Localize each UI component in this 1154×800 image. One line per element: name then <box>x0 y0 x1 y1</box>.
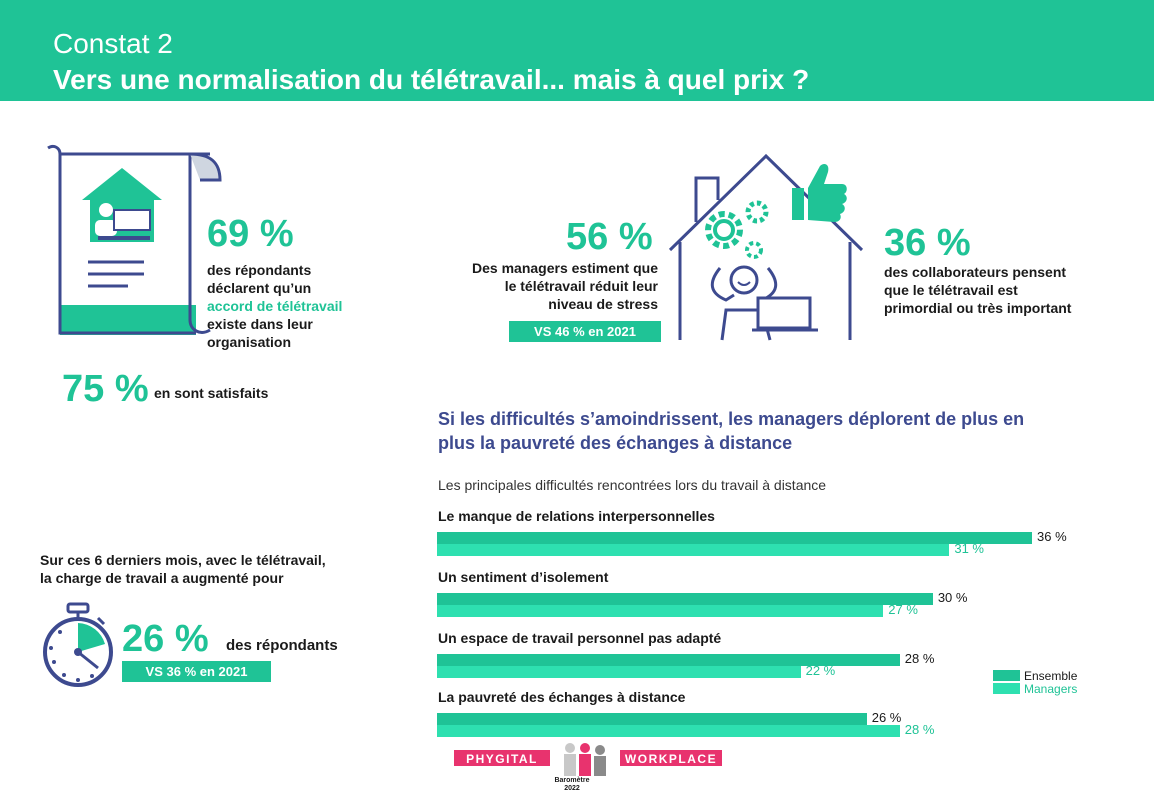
section-subtitle: Si les difficultés s’amoindrissent, les … <box>438 407 1098 455</box>
accord-line5: organisation <box>207 334 292 350</box>
data-label-managers: 22 % <box>805 663 836 678</box>
logo-left-text: PHYGITAL <box>466 752 538 766</box>
bar-ensemble <box>437 654 900 666</box>
legend-swatch-ensemble <box>993 670 1020 681</box>
accord-highlight: accord de télétravail <box>207 298 343 314</box>
workload-value: 26 % <box>122 618 209 660</box>
stress-value: 56 % <box>566 216 653 258</box>
bar-managers <box>437 544 950 556</box>
header-title: Vers une normalisation du télétravail...… <box>53 64 810 95</box>
satisfied-value: 75 % <box>62 368 149 410</box>
stress-line2: le télétravail réduit leur <box>504 278 658 294</box>
logo-right-text: WORKPLACE <box>625 752 717 766</box>
accord-line2: déclarent qu’un <box>207 280 312 296</box>
bar-managers <box>437 605 884 617</box>
bar-ensemble <box>437 713 867 725</box>
workload-text: Sur ces 6 derniers mois, avec le télétra… <box>40 551 326 587</box>
data-label-ensemble: 30 % <box>937 590 968 605</box>
chart-title: Les principales difficultés rencontrées … <box>438 477 827 493</box>
data-label-ensemble: 28 % <box>904 651 935 666</box>
stress-line1: Des managers estiment que <box>472 260 658 276</box>
bar-managers <box>437 666 801 678</box>
stress-text: Des managers estiment que le télétravail… <box>420 259 658 313</box>
bar-managers <box>437 725 900 737</box>
document-house-icon <box>47 144 222 335</box>
workload-line2: la charge de travail a augmenté pour <box>40 570 284 586</box>
data-label-ensemble: 36 % <box>1037 529 1067 544</box>
logo-line2: 2022 <box>564 785 580 792</box>
data-label-managers: 27 % <box>888 602 918 617</box>
category-label: Un sentiment d’isolement <box>438 569 609 585</box>
collab-value: 36 % <box>884 222 971 264</box>
collab-line3: primordial ou très important <box>884 300 1072 316</box>
accord-value: 69 % <box>207 213 294 255</box>
legend-label-managers: Managers <box>1024 681 1078 696</box>
bar-ensemble <box>437 532 1032 544</box>
accord-line4: existe dans leur <box>207 316 313 332</box>
legend-managers: Managers <box>993 681 1078 696</box>
house-gears-icon <box>668 153 864 341</box>
logo-line1: Baromètre <box>554 777 589 784</box>
thumbs-up-icon <box>792 164 847 222</box>
accord-line1: des répondants <box>207 262 312 278</box>
legend-label-ensemble: Ensemble <box>1024 668 1078 683</box>
bar-ensemble <box>437 593 933 605</box>
stress-line3: niveau de stress <box>548 296 658 312</box>
stress-badge: VS 46 % en 2021 <box>509 321 661 342</box>
header-kicker: Constat 2 <box>53 28 173 59</box>
header-banner: Constat 2 Vers une normalisation du télé… <box>0 0 1154 101</box>
category-label: La pauvreté des échanges à distance <box>438 689 686 705</box>
collab-line1: des collaborateurs pensent <box>884 264 1067 280</box>
legend-ensemble: Ensemble <box>993 668 1078 683</box>
data-label-ensemble: 26 % <box>871 710 902 725</box>
chart-legend: Ensemble Managers <box>993 668 1078 696</box>
workload-line1: Sur ces 6 derniers mois, avec le télétra… <box>40 552 326 568</box>
data-label-managers: 28 % <box>904 722 935 737</box>
satisfied-label: en sont satisfaits <box>154 385 269 401</box>
stopwatch-icon <box>43 602 113 687</box>
collab-line2: que le télétravail est <box>884 282 1018 298</box>
category-label: Un espace de travail personnel pas adapt… <box>438 630 722 646</box>
workload-badge: VS 36 % en 2021 <box>122 661 271 682</box>
phygital-workplace-logo: PHYGITAL WORKPLACE Baromètre 2022 <box>454 743 722 792</box>
legend-swatch-managers <box>993 683 1020 694</box>
workload-label: des répondants <box>226 637 338 654</box>
category-label: Le manque de relations interpersonnelles <box>438 508 715 524</box>
subtitle-line1: Si les difficultés s’amoindrissent, les … <box>438 409 1025 429</box>
collab-text: des collaborateurs pensent que le télétr… <box>884 263 1071 317</box>
accord-text: des répondants déclarent qu’un accord de… <box>207 261 342 351</box>
data-label-managers: 31 % <box>954 541 984 556</box>
subtitle-line2: plus la pauvreté des échanges à distance <box>438 433 793 453</box>
